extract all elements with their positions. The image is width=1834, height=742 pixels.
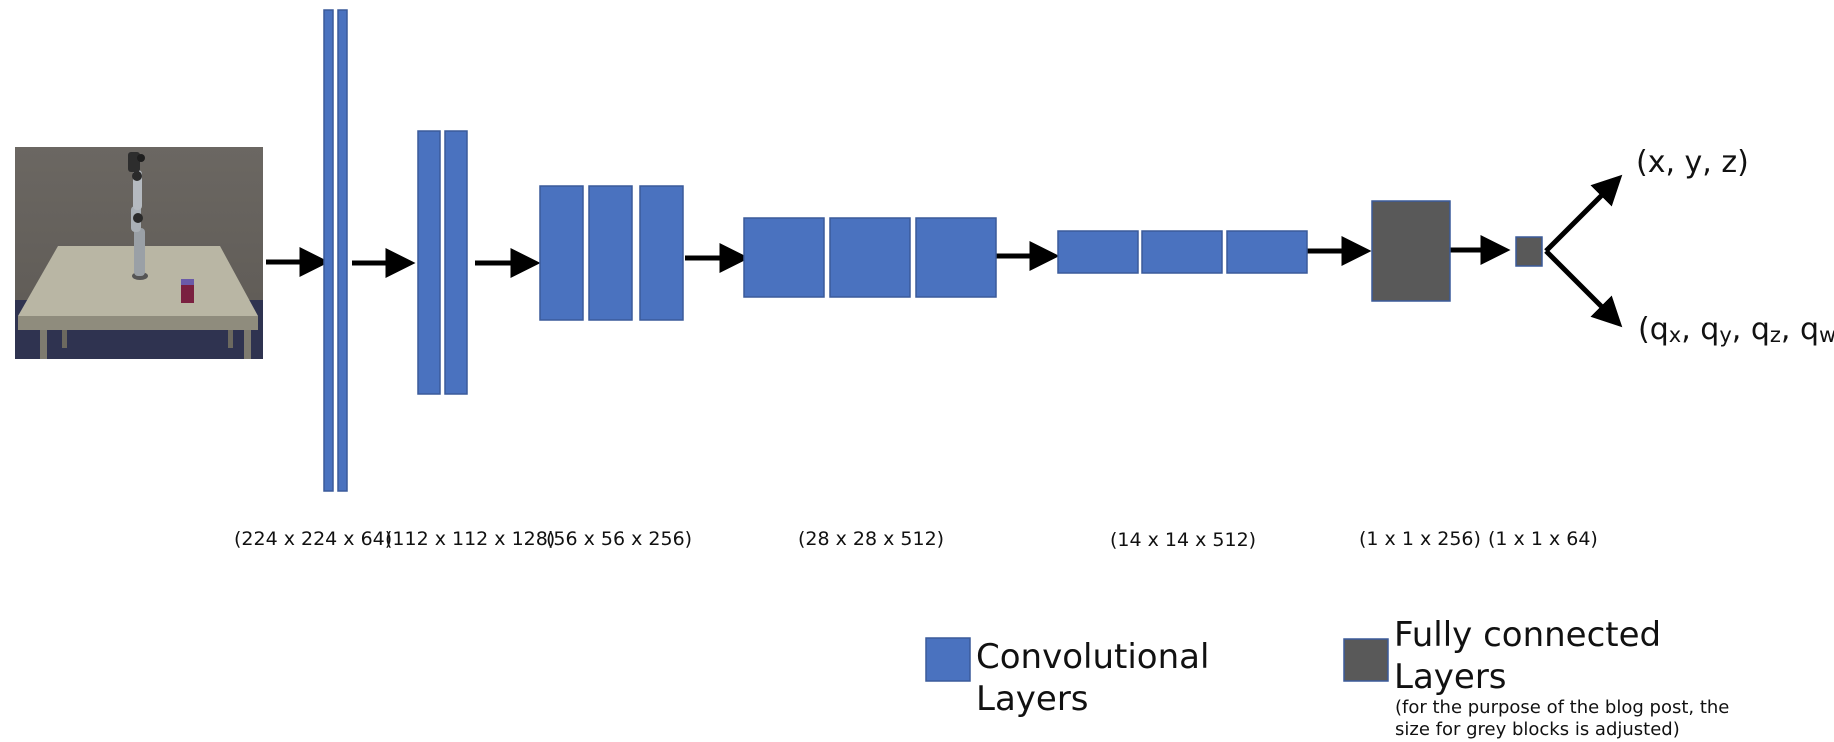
- legend-fc-note: (for the purpose of the blog post, the s…: [1395, 697, 1730, 740]
- output-arrow-position: [1544, 174, 1623, 253]
- output-arrow-orientation: [1544, 249, 1623, 328]
- dim-label-224: (224 x 224 x 64): [234, 528, 393, 550]
- conv-layer: [417, 130, 441, 395]
- conv-block-112: [417, 130, 468, 395]
- dim-label-fc256: (1 x 1 x 256): [1359, 528, 1481, 550]
- output-orientation: (qx, qy, qz, qw): [1638, 312, 1834, 347]
- conv-layer: [743, 217, 825, 298]
- conv-layer: [539, 185, 584, 321]
- input-image: [15, 147, 263, 359]
- legend-fc-label: Fully connected Layers: [1394, 615, 1662, 697]
- fc-block-64: [1515, 236, 1543, 267]
- conv-block-28: [743, 217, 997, 298]
- legend-conv-label: Convolutional Layers: [976, 637, 1210, 719]
- dim-label-56: (56 x 56 x 256): [546, 528, 693, 550]
- conv-block-224: [323, 9, 348, 492]
- legend-fc-swatch: [1343, 638, 1389, 682]
- conv-block-14: [1057, 230, 1308, 274]
- conv-layer: [829, 217, 911, 298]
- cube-icon: [181, 279, 194, 303]
- conv-layer: [323, 9, 334, 492]
- fc-block-256: [1371, 200, 1451, 302]
- conv-layer: [588, 185, 633, 321]
- conv-block-56: [539, 185, 684, 321]
- conv-layer: [1226, 230, 1308, 274]
- conv-layer: [337, 9, 348, 492]
- conv-layer: [639, 185, 684, 321]
- conv-layer: [1057, 230, 1139, 274]
- output-position: (x, y, z): [1636, 145, 1749, 180]
- dim-label-28: (28 x 28 x 512): [798, 528, 945, 550]
- dim-label-14: (14 x 14 x 512): [1110, 529, 1257, 551]
- conv-layer: [444, 130, 468, 395]
- dim-label-112: (112 x 112 x 128): [385, 528, 556, 550]
- robot-arm-icon: [128, 152, 148, 280]
- conv-layer: [915, 217, 997, 298]
- dim-label-fc64: (1 x 1 x 64): [1488, 528, 1598, 550]
- conv-layer: [1141, 230, 1223, 274]
- legend-conv-swatch: [925, 637, 971, 682]
